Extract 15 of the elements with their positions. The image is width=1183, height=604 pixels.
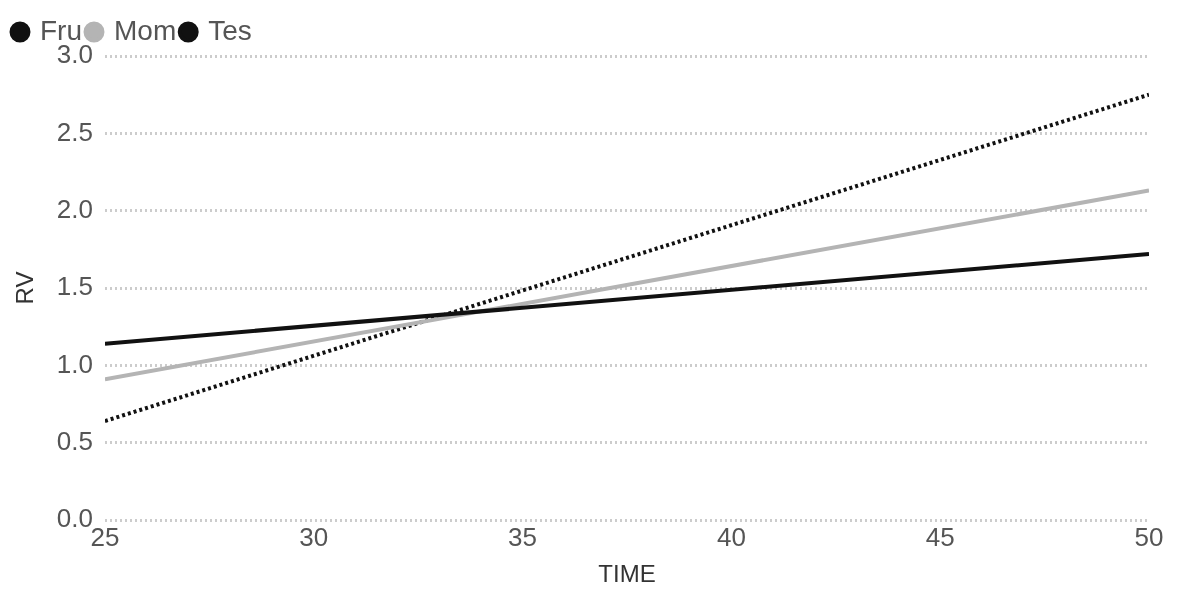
legend-label: Mom bbox=[114, 14, 177, 46]
y-tick-label: 2.5 bbox=[56, 116, 93, 147]
x-tick-label: 40 bbox=[716, 521, 746, 552]
y-axis-title: RV bbox=[11, 271, 39, 305]
y-tick-label: 1.0 bbox=[56, 348, 93, 379]
x-tick-label: 50 bbox=[1134, 521, 1164, 552]
y-tick-label: 1.5 bbox=[56, 271, 93, 302]
y-tick-label: 0.5 bbox=[56, 425, 93, 456]
legend-label: Tes bbox=[208, 14, 252, 46]
x-tick-label: 45 bbox=[925, 521, 955, 552]
x-axis-title: TIME bbox=[598, 560, 656, 588]
x-tick-label: 30 bbox=[299, 521, 329, 552]
y-tick-label: 2.0 bbox=[56, 193, 93, 224]
x-tick-label: 35 bbox=[508, 521, 538, 552]
y-tick-label: 0.0 bbox=[56, 503, 93, 534]
